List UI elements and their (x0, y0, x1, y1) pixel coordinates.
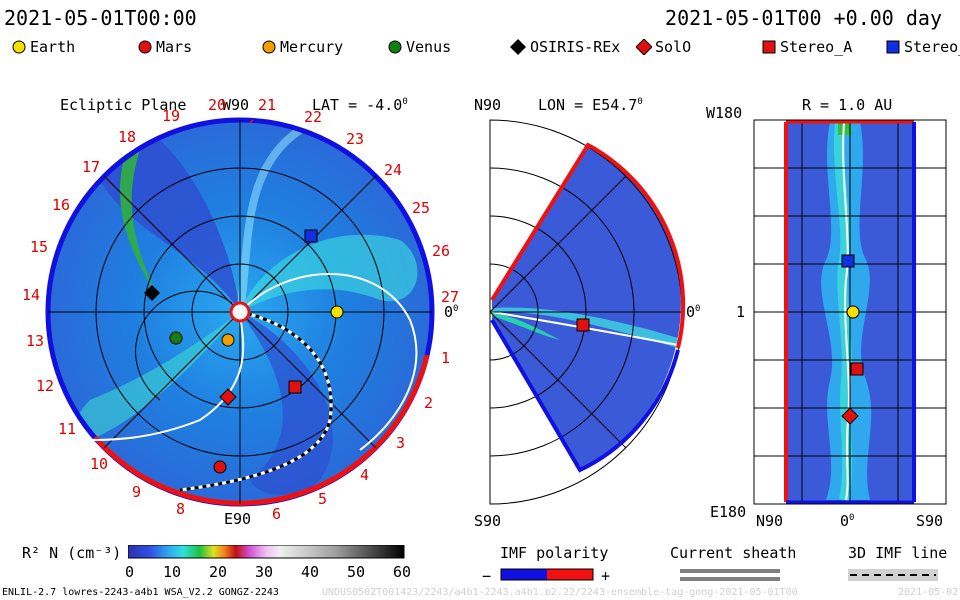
carrington-4: 4 (360, 466, 370, 484)
carrington-23: 23 (346, 130, 365, 148)
meridional-stereo-a-marker (576, 318, 590, 332)
carrington-19: 19 (162, 107, 181, 125)
carrington-1: 1 (441, 349, 451, 367)
body-legend: Earth Mars Mercury Venus OSIRIS-REx SolO… (0, 38, 960, 60)
carrington-5: 5 (318, 490, 328, 508)
colorbar-tick-30: 30 (255, 563, 274, 581)
carrington-25: 25 (412, 199, 431, 217)
carrington-8: 8 (176, 500, 186, 518)
imf-polarity-bar (500, 568, 594, 581)
carrington-14: 14 (22, 286, 41, 304)
run-id-footer: UNDUS0502T001423/2243/a4b1-2243.a4b1.b2.… (322, 587, 798, 598)
radial-left-mid: 1 (736, 303, 746, 321)
radial-bottom-right: S90 (916, 512, 944, 530)
meridional-right-label: 00 (686, 303, 701, 321)
date-footer: 2021-05-02 (898, 587, 959, 598)
colorbar-label: R² N (cm⁻³) (22, 544, 122, 562)
meridional-top-label: N90 (474, 96, 502, 114)
imf-minus: − (482, 567, 492, 585)
model-footer: ENLIL-2.7 lowres-2243-a4b1 WSA_V2.2 GONG… (2, 587, 279, 598)
current-sheath-swatch (680, 569, 780, 581)
colorbar-tick-0: 0 (125, 563, 135, 581)
imf-line-title: 3D IMF line (848, 544, 948, 562)
ecliptic-bottom-label: E90 (224, 510, 252, 528)
imf-line-swatch (848, 569, 938, 581)
legend-mars: Mars (156, 38, 193, 56)
radial-title: R = 1.0 AU (802, 96, 893, 114)
carrington-17: 17 (82, 158, 101, 176)
stereo-b-icon (886, 40, 900, 58)
legend-mercury: Mercury (280, 38, 344, 56)
legend-osiris-rex: OSIRIS-REx (530, 38, 621, 56)
mercury-icon (262, 40, 276, 58)
density-colorbar (128, 545, 405, 559)
carrington-20: 20 (208, 96, 227, 114)
colorbar-tick-20: 20 (209, 563, 228, 581)
stereo-a-icon (762, 40, 776, 58)
radial-bottom-mid: 00 (840, 512, 855, 530)
carrington-13: 13 (26, 332, 45, 350)
osiris-rex-icon (510, 39, 526, 59)
legend-solo: SolO (655, 38, 692, 56)
earth-icon (12, 40, 26, 58)
carrington-24: 24 (384, 161, 403, 179)
meridional-lon: LON = E54.70 (538, 96, 643, 114)
carrington-12: 12 (36, 377, 55, 395)
imf-polarity-title: IMF polarity (500, 544, 609, 562)
carrington-11: 11 (58, 420, 77, 438)
carrington-6: 6 (272, 505, 282, 523)
legend-stereo-a: Stereo_A (780, 38, 853, 56)
colorbar-tick-10: 10 (163, 563, 182, 581)
carrington-27: 27 (441, 288, 460, 306)
ecliptic-lat: LAT = -4.00 (312, 96, 408, 114)
radial-left-bottom: E180 (710, 503, 747, 521)
carrington-21: 21 (258, 96, 277, 114)
carrington-10: 10 (90, 455, 109, 473)
carrington-16: 16 (52, 196, 71, 214)
carrington-9: 9 (132, 483, 142, 501)
meridional-bottom-label: S90 (474, 512, 502, 530)
legend-venus: Venus (406, 38, 452, 56)
colorbar-tick-40: 40 (301, 563, 320, 581)
sim-time-label: 2021-05-01T00:00 (4, 6, 197, 30)
legend-stereo-b: Stereo_ (904, 38, 960, 56)
radial-left-top: W180 (706, 104, 743, 122)
carrington-15: 15 (30, 238, 49, 256)
carrington-26: 26 (432, 242, 451, 260)
ecliptic-title: Ecliptic Plane (60, 96, 187, 114)
radial-bottom-left: N90 (756, 512, 784, 530)
colorbar-tick-50: 50 (347, 563, 366, 581)
ecliptic-top-label: W90 (222, 96, 250, 114)
ecliptic-body-markers (144, 229, 344, 474)
carrington-18: 18 (118, 128, 137, 146)
mars-icon (138, 40, 152, 58)
carrington-3: 3 (396, 434, 406, 452)
carrington-22: 22 (304, 108, 323, 126)
carrington-2: 2 (424, 394, 434, 412)
legend-earth: Earth (30, 38, 76, 56)
ecliptic-right-label: 00 (444, 303, 459, 321)
imf-plus: + (601, 567, 611, 585)
solo-icon (635, 38, 653, 59)
colorbar-tick-60: 60 (393, 563, 412, 581)
elapsed-time-label: 2021-05-01T00 +0.00 day (665, 6, 942, 30)
current-sheath-title: Current sheath (670, 544, 797, 562)
venus-icon (388, 40, 402, 58)
